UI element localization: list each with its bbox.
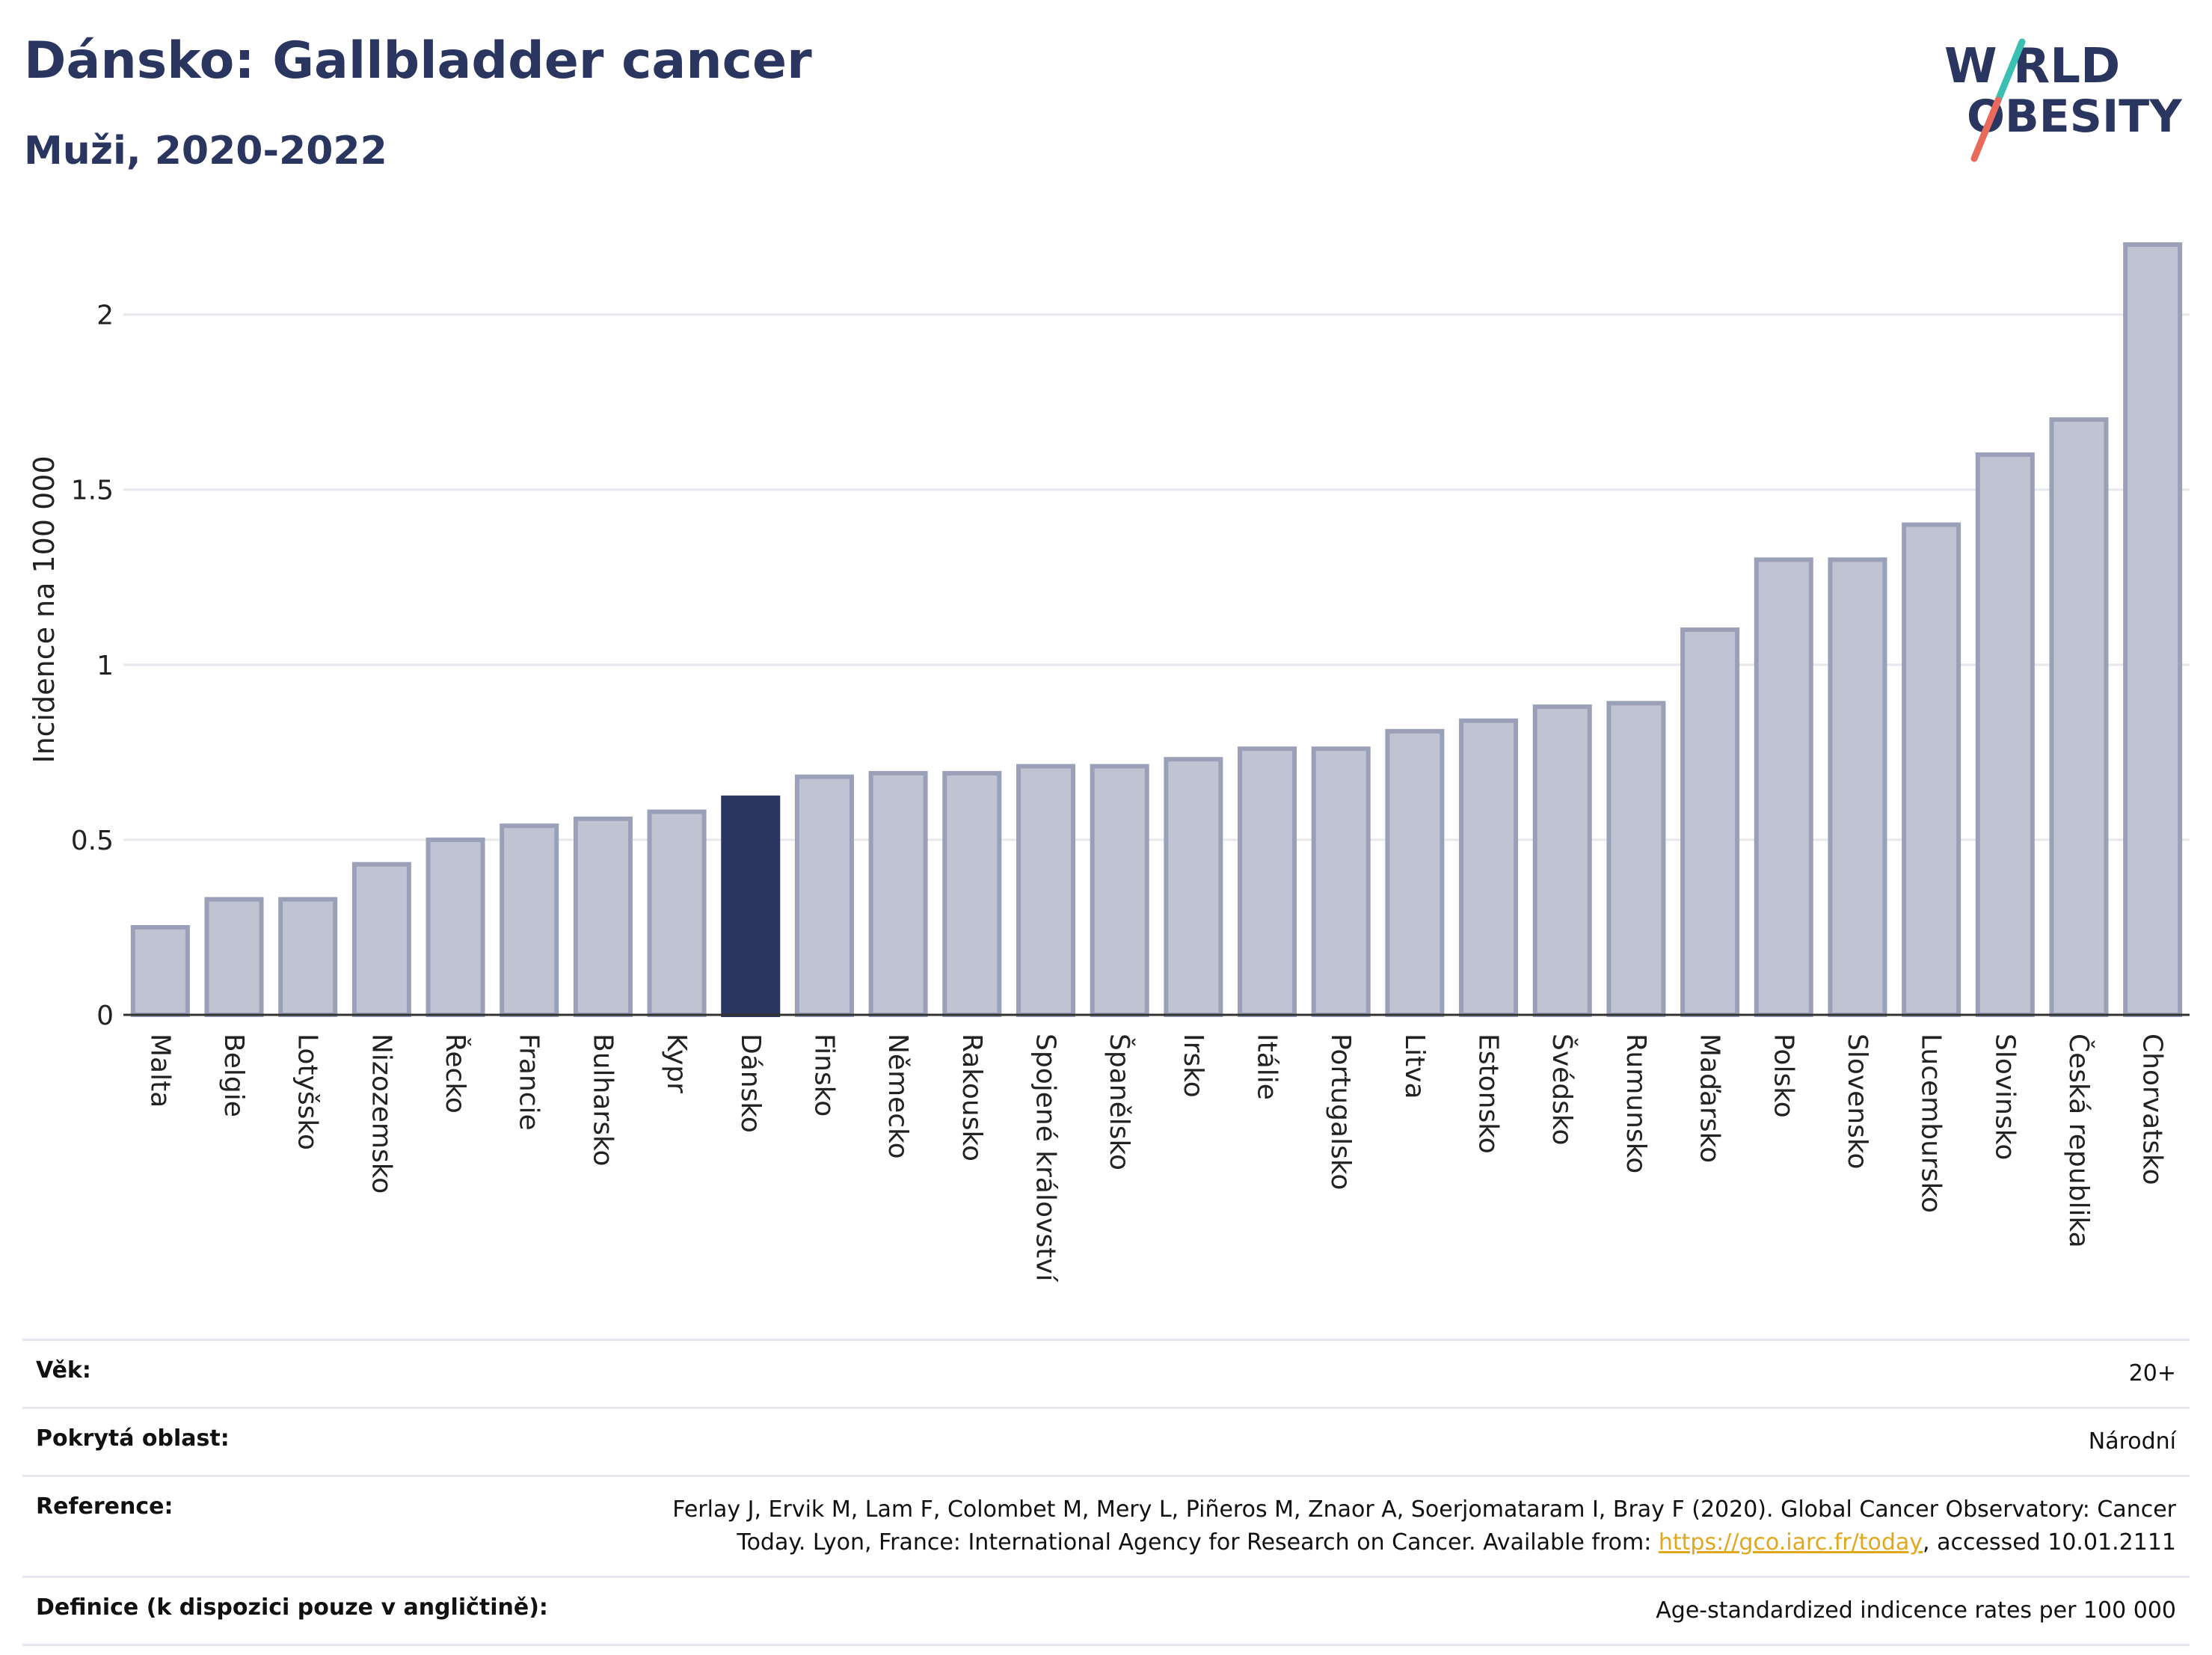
bar-litva [1385, 728, 1445, 1017]
x-tick-label: Itálie [1252, 1034, 1282, 1100]
x-tick-label: Dánsko [735, 1034, 766, 1133]
bar-malta [130, 924, 190, 1018]
x-tick-label: Belgie [218, 1034, 249, 1117]
logo-slash-top [1994, 38, 2026, 104]
bar-rumunsko [1606, 701, 1666, 1017]
y-tick-label: 1.5 [71, 476, 114, 506]
y-tick-label: 1 [96, 651, 114, 681]
x-tick-label: Bulharsko [587, 1034, 618, 1167]
meta-age-label: Věk: [22, 1339, 587, 1408]
x-tick-label: Spojené království [1030, 1034, 1060, 1283]
reference-text-1: Ferlay J, Ervik M, Lam F, Colombet M, Me… [672, 1496, 2176, 1523]
bar-francie [500, 823, 559, 1017]
meta-coverage-label: Pokrytá oblast: [22, 1407, 587, 1476]
bar-spojené-království [1016, 764, 1075, 1018]
bar-řecko [425, 837, 485, 1017]
reference-text-3: , accessed 10.01.2111 [1923, 1529, 2176, 1556]
x-tick-label: Lotyšsko [292, 1034, 323, 1150]
logo-slash-bottom [1970, 96, 2002, 162]
x-tick-label: Švédsko [1546, 1034, 1578, 1146]
x-tick-label: Finsko [808, 1034, 839, 1117]
bar-chorvatsko [2123, 242, 2183, 1017]
x-tick-label: Lucembursko [1916, 1034, 1947, 1213]
bar-portugalsko [1311, 746, 1371, 1017]
y-tick-label: 0.5 [71, 826, 114, 856]
meta-row-definition: Definice (k dispozici pouze v angličtině… [22, 1576, 2190, 1646]
world-obesity-logo: W RLD OBESITY [1944, 38, 2183, 162]
x-tick-label: Maďarsko [1695, 1034, 1725, 1163]
x-tick-label: Malta [144, 1034, 175, 1108]
bar-lucembursko [1902, 522, 1961, 1017]
bars [130, 242, 2183, 1018]
x-tick-label: Polsko [1768, 1034, 1798, 1118]
y-axis-ticks: 0 0.5 1 1.5 2 [71, 301, 114, 1031]
y-axis-label: Incidence na 100 000 [28, 455, 61, 763]
x-tick-label: Nizozemsko [366, 1034, 396, 1194]
bar-belgie [204, 897, 264, 1017]
bar-itálie [1238, 746, 1297, 1017]
meta-row-age: Věk: 20+ [22, 1339, 2190, 1408]
x-tick-label: Chorvatsko [2137, 1034, 2168, 1185]
bar-estonsko [1459, 718, 1519, 1018]
reference-link[interactable]: https://gco.iarc.fr/today [1658, 1529, 1923, 1556]
bar-irsko [1164, 757, 1223, 1018]
y-tick-label: 0 [96, 1001, 114, 1031]
meta-definition-value: Age-standardized indicence rates per 100… [586, 1576, 2190, 1646]
bar-chart: 0 0.5 1 1.5 2 Malta Belgie Lotyšsko Nizozemsko Ř… [28, 242, 2190, 1283]
x-tick-label: Francie [514, 1034, 544, 1131]
bar-nizozemsko [351, 862, 411, 1017]
logo-word-world-w: W [1944, 39, 1997, 94]
x-tick-label: Řecko [440, 1034, 471, 1114]
x-tick-label: Slovensko [1842, 1034, 1872, 1170]
bar-kypr [647, 809, 707, 1018]
x-tick-label: Litva [1399, 1034, 1430, 1099]
logo-word-obesity: OBESITY [1967, 90, 2183, 143]
bar-finsko [794, 774, 854, 1017]
chart-subtitle: Muži, 2020-2022 [24, 129, 387, 174]
bar-rakousko [942, 770, 1002, 1018]
meta-age-value: 20+ [586, 1339, 2190, 1408]
x-tick-label: Slovinsko [1989, 1034, 2020, 1160]
bar-švédsko [1532, 704, 1592, 1017]
bar-lotyšsko [278, 897, 338, 1017]
bar-slovinsko [1975, 452, 2035, 1017]
x-tick-label: Rumunsko [1620, 1034, 1651, 1173]
x-tick-label: Rakousko [956, 1034, 987, 1161]
x-tick-label: Portugalsko [1325, 1034, 1356, 1190]
bar-dánsko [721, 795, 781, 1018]
x-tick-label: Německo [882, 1034, 913, 1159]
bar-německo [868, 770, 928, 1018]
bar-španělsko [1090, 764, 1149, 1018]
x-axis-labels: Malta Belgie Lotyšsko Nizozemsko Řecko Franci… [144, 1034, 2167, 1283]
x-tick-label: Česká republika [2063, 1034, 2095, 1248]
metadata-table: Věk: 20+ Pokrytá oblast: Národní Referen… [22, 1339, 2190, 1646]
meta-row-coverage: Pokrytá oblast: Národní [22, 1407, 2190, 1476]
x-tick-label: Irsko [1178, 1034, 1208, 1098]
chart-title: Dánsko: Gallbladder cancer [24, 31, 812, 90]
meta-row-reference: Reference: Ferlay J, Ervik M, Lam F, Col… [22, 1475, 2190, 1577]
meta-reference-label: Reference: [22, 1475, 587, 1577]
meta-reference-value: Ferlay J, Ervik M, Lam F, Colombet M, Me… [586, 1475, 2190, 1577]
bar-slovensko [1828, 557, 1887, 1017]
bar-bulharsko [573, 816, 633, 1018]
reference-text-2: Today. Lyon, France: International Agenc… [737, 1529, 1659, 1556]
x-tick-label: Kypr [661, 1034, 692, 1093]
bar-maďarsko [1680, 627, 1740, 1017]
bar-česká-republika [2049, 417, 2109, 1017]
x-tick-label: Estonsko [1473, 1034, 1504, 1154]
x-tick-label: Španělsko [1104, 1034, 1135, 1170]
bar-polsko [1754, 557, 1813, 1017]
meta-coverage-value: Národní [586, 1407, 2190, 1476]
meta-definition-label: Definice (k dispozici pouze v angličtině… [22, 1576, 587, 1646]
y-tick-label: 2 [96, 301, 114, 331]
logo-word-world-rest: RLD [2013, 39, 2120, 94]
